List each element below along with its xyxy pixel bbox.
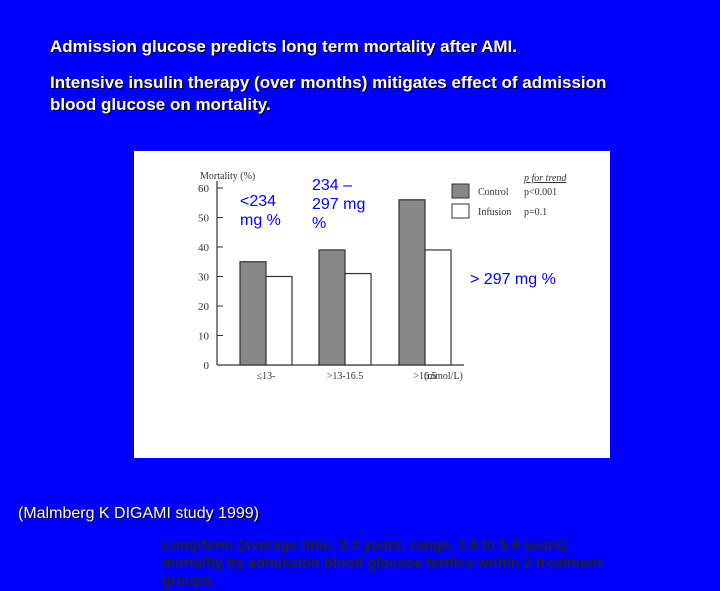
x-tick-label-1: >13-16.5 <box>327 371 363 382</box>
y-tick-label-3: 30 <box>198 272 210 284</box>
y-tick-label-0: 0 <box>204 360 210 372</box>
annotation-low: <234 mg % <box>240 193 281 229</box>
y-tick-label-6: 60 <box>198 183 210 195</box>
citation: (Malmberg K DIGAMI study 1999) <box>18 505 259 522</box>
y-tick-label-5: 50 <box>198 213 210 225</box>
legend-label-infusion: Infusion <box>478 207 511 218</box>
bar-control-0 <box>239 261 267 366</box>
y-tick-label-2: 20 <box>198 301 210 313</box>
chart-panel: Mortality (%) 0 10 20 30 40 50 60 ≤13- >13-16.5 >1… <box>134 151 610 590</box>
chart-caption: Long-term (average time, 3.4 years; rang… <box>162 538 602 590</box>
y-tick-label-1: 10 <box>198 331 210 343</box>
bar-infusion-2 <box>424 249 452 366</box>
x-tick-label-0: ≤13- <box>257 371 276 382</box>
bar-infusion-0 <box>265 275 293 366</box>
legend-swatch-infusion <box>451 203 470 219</box>
y-axis-label: Mortality (%) <box>200 171 255 182</box>
bar-chart: Mortality (%) 0 10 20 30 40 50 60 ≤13- >13-16.5 >1… <box>198 171 567 382</box>
legend-p-control: p<0.001 <box>524 187 557 198</box>
y-tick-label-4: 40 <box>198 242 210 254</box>
legend-p-infusion: p=0.1 <box>524 207 547 218</box>
bar-control-2 <box>398 199 426 366</box>
x-axis-unit: (mmol/L) <box>424 371 463 382</box>
annotation-high: > 297 mg % <box>470 271 556 288</box>
legend-swatch-control <box>451 183 470 199</box>
annotation-mid: 234 – 297 mg % <box>312 177 366 232</box>
bar-control-1 <box>318 249 346 366</box>
legend-title: p for trend <box>523 173 567 184</box>
bar-infusion-1 <box>344 272 372 366</box>
slide-title-2: Intensive insulin therapy (over months) … <box>50 73 607 114</box>
x-tick-label-2: >16.5 <box>413 371 436 382</box>
slide-title-1: Admission glucose predicts long term mor… <box>50 37 517 56</box>
legend-label-control: Control <box>478 187 509 198</box>
